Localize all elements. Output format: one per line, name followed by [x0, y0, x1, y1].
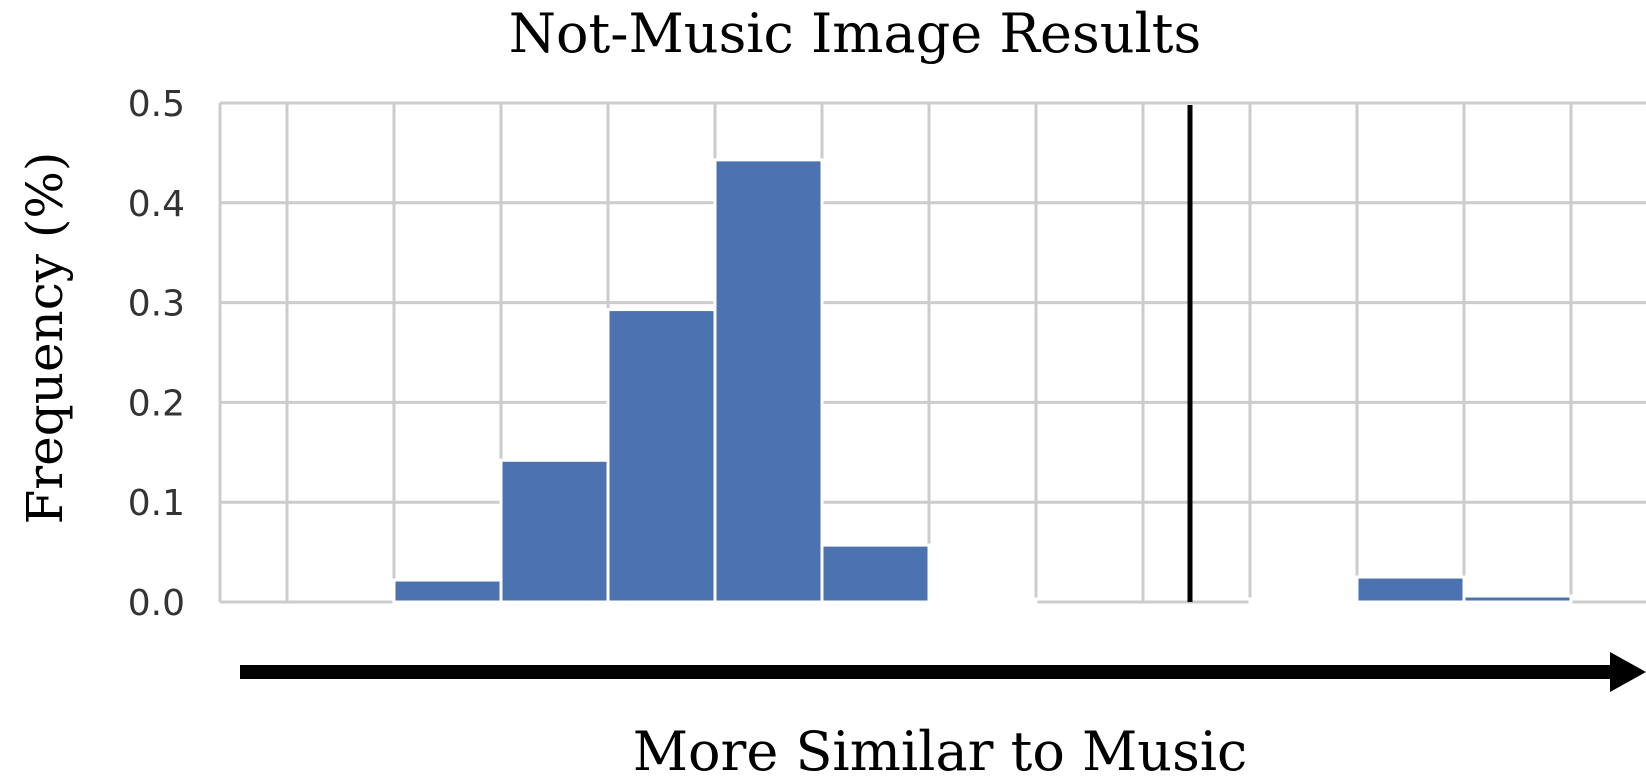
- histogram-bar: [1355, 575, 1466, 604]
- histogram-bar: [820, 543, 931, 604]
- y-tick-label: 0.4: [128, 184, 185, 225]
- histogram-bar: [392, 578, 503, 604]
- histogram-bar: [499, 458, 610, 604]
- grid-layer: [218, 101, 1646, 604]
- x-direction-arrow: [240, 652, 1646, 692]
- y-tick-label: 0.0: [128, 583, 185, 624]
- y-tick-label: 0.1: [128, 483, 185, 524]
- y-tick-labels: 0.0 0.1 0.2 0.3 0.4 0.5: [128, 84, 185, 624]
- y-axis-label: Frequency (%): [16, 152, 74, 525]
- chart-title: Not-Music Image Results: [509, 2, 1201, 65]
- histogram-bar: [1462, 594, 1573, 604]
- histogram-bar: [1248, 597, 1359, 604]
- histogram-bar: [606, 308, 717, 604]
- histogram-bar: [713, 158, 824, 604]
- y-tick-label: 0.5: [128, 84, 185, 125]
- x-axis-label: More Similar to Music: [633, 720, 1248, 777]
- histogram-bar: [927, 597, 1038, 604]
- y-tick-label: 0.3: [128, 284, 185, 325]
- bars-layer: [392, 158, 1573, 604]
- y-tick-label: 0.2: [128, 383, 185, 424]
